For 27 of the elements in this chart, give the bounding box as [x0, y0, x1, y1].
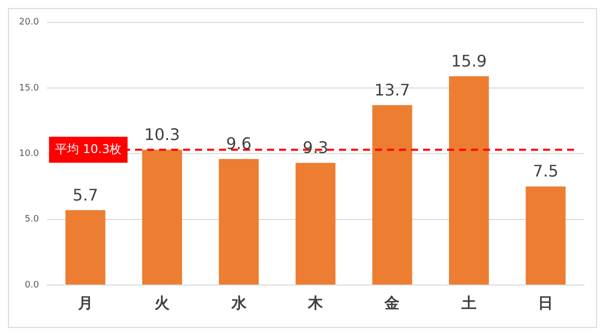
y-tick-label: 20.0	[18, 18, 40, 28]
data-label: 7.5	[532, 162, 558, 181]
bar	[526, 186, 566, 284]
x-tick-label: 日	[538, 294, 554, 312]
data-label: 10.3	[144, 124, 180, 144]
x-tick-label: 金	[384, 294, 400, 312]
y-tick-label: 0.0	[24, 280, 40, 290]
ref-line-label: 平均 10.3枚	[55, 142, 122, 156]
y-tick-label: 5.0	[24, 214, 40, 225]
y-tick-label: 10.0	[18, 149, 40, 160]
data-label: 15.9	[451, 51, 487, 70]
bar	[218, 158, 259, 284]
bar	[296, 162, 336, 284]
x-tick-label: 火	[154, 294, 171, 312]
data-label: 5.7	[72, 185, 98, 204]
x-tick-label: 木	[307, 294, 324, 312]
bar	[448, 76, 489, 284]
data-label: 13.7	[374, 80, 410, 100]
x-tick-label: 水	[230, 294, 248, 312]
x-tick-label: 月	[76, 294, 93, 312]
bar	[372, 105, 412, 284]
x-tick-label: 土	[460, 294, 476, 312]
bar	[142, 150, 182, 284]
data-label: 9.3	[302, 138, 328, 158]
bar	[65, 210, 106, 284]
data-label: 9.6	[226, 134, 252, 154]
y-tick-label: 15.0	[18, 83, 40, 94]
